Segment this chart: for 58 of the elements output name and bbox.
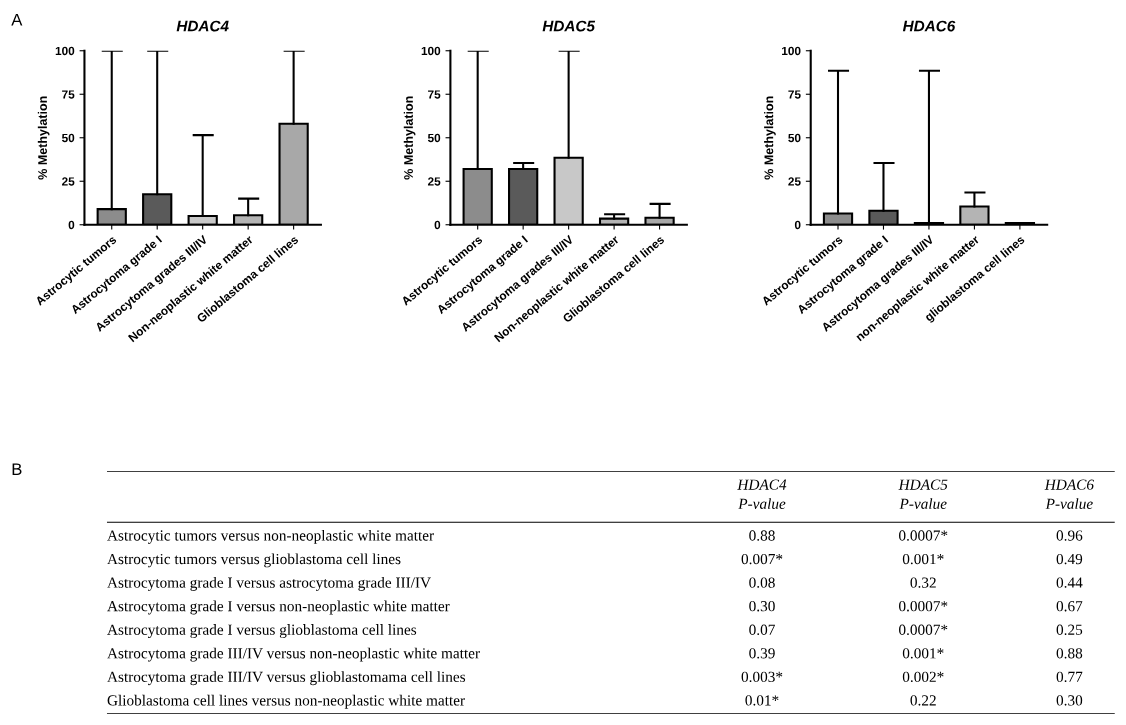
text: 0.88 [1056,648,1083,659]
text: Astrocytic tumors versus non-neoplastic white matter [107,529,434,544]
y-axis-title: % Methylation [37,96,50,180]
text: Astrocytoma grade I versus non-neoplastic white matter [107,600,450,615]
y-tick-label: 0 [68,220,75,230]
text: 0.0007* [899,601,948,612]
text: 0.32 [910,577,936,588]
text: 0.001* [902,553,944,565]
text: 0.08 [749,577,775,588]
text: 0.30 [749,601,775,612]
text: B [12,463,22,475]
chart-title: HDAC5 [542,20,596,32]
y-tick-label: 25 [427,177,441,186]
text: Astrocytoma grade III/IV versus glioblastomama cell lines [107,671,466,686]
text: 0.49 [1056,553,1083,565]
text: 0.25 [1056,624,1083,635]
y-axis-title: % Methylation [403,96,416,180]
y-tick-label: 50 [788,133,801,143]
text: Astrocytoma grade III/IV versus non-neoplastic white matter [107,647,480,662]
text: 0.07 [749,624,775,635]
y-tick-label: 100 [55,46,75,56]
y-axis-title: % Methylation [764,96,776,180]
y-tick-label: 100 [782,46,801,56]
text: A [11,13,23,26]
text: 0.01* [745,695,779,706]
text: 0.30 [1056,695,1083,706]
text: 0.007* [741,553,783,565]
text: 0.22 [910,695,936,706]
y-tick-label: 25 [62,177,75,186]
y-tick-label: 75 [62,90,75,99]
text: 0.44 [1056,577,1083,588]
text: 0.88 [749,530,775,541]
text: Astrocytoma grade I versus astrocytoma grade III/IV [107,576,431,591]
text: Glioblastoma cell lines versus non-neoplastic white matter [107,694,465,709]
category-label: HDAC4 P-value [737,479,787,509]
text: Astrocytic tumors versus glioblastoma cell lines [107,553,401,568]
category-label: HDAC5 P-value [898,479,948,509]
y-tick-label: 50 [61,133,75,143]
y-tick-label: 0 [794,220,801,230]
text: 0.0007* [899,624,948,635]
text: 0.96 [1056,530,1083,541]
y-tick-label: 75 [428,90,441,99]
text: 0.77 [1056,671,1083,683]
text: 0.001* [902,648,944,659]
y-tick-label: 100 [421,46,441,56]
text: Astrocytoma grade I versus glioblastoma cell lines [107,624,417,639]
text: 0.67 [1056,601,1083,612]
category-label: HDAC6 P-value [1044,479,1094,509]
text: 0.003* [741,671,783,683]
y-tick-label: 25 [788,177,801,186]
text: 0.0007* [899,530,948,541]
y-tick-label: 75 [788,90,801,99]
chart-title: HDAC6 [902,20,956,32]
y-tick-label: 0 [434,220,441,230]
text: 0.39 [749,648,775,659]
chart-title: HDAC4 [176,20,229,32]
text: 0.002* [902,671,944,683]
y-tick-label: 50 [427,133,441,143]
